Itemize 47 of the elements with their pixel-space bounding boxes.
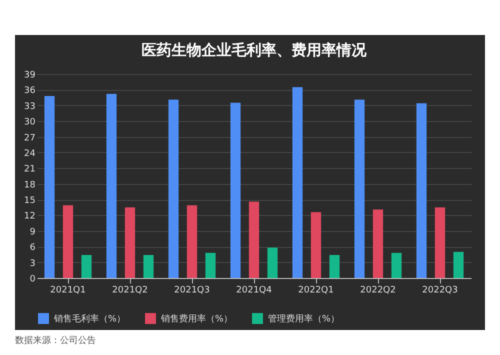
x-tick-label: 2022Q3 — [422, 286, 458, 296]
y-tick-label: 21 — [24, 164, 36, 175]
bar — [267, 248, 278, 278]
bar — [81, 254, 92, 278]
y-tick-label: 3 — [30, 258, 36, 269]
bar — [168, 100, 179, 278]
legend-label: 销售毛利率（%） — [53, 314, 126, 325]
y-tick-label: 27 — [24, 133, 36, 144]
x-tick-label: 2022Q2 — [360, 286, 396, 296]
y-tick-label: 15 — [24, 196, 36, 206]
x-tick-label: 2021Q3 — [174, 286, 210, 296]
bar — [391, 252, 402, 278]
bar — [372, 209, 384, 278]
x-tick-label: 2021Q2 — [112, 286, 148, 296]
bar — [124, 207, 136, 278]
bar — [44, 96, 55, 278]
x-tick-label: 2021Q4 — [236, 286, 272, 296]
x-tick-label: 2021Q1 — [50, 286, 86, 296]
y-tick-label: 39 — [24, 70, 36, 80]
source-note: 数据来源：公司公告 — [15, 334, 96, 347]
x-tick-label: 2022Q1 — [298, 286, 334, 296]
y-tick-label: 36 — [24, 86, 36, 96]
y-tick-label: 12 — [24, 212, 36, 222]
y-tick-label: 18 — [24, 180, 36, 190]
bar — [453, 252, 464, 278]
chart-title: 医药生物企业毛利率、费用率情况 — [142, 41, 368, 59]
bar — [310, 212, 322, 278]
bar — [62, 205, 74, 278]
legend-label: 管理费用率（%） — [268, 314, 340, 325]
y-tick-label: 30 — [24, 118, 36, 128]
bar — [292, 87, 303, 278]
y-tick-label: 24 — [24, 148, 36, 159]
y-tick-label: 33 — [24, 102, 36, 112]
legend-label: 销售费用率（%） — [160, 314, 233, 325]
bar — [106, 94, 117, 278]
bar — [416, 103, 427, 278]
bar — [230, 102, 241, 278]
y-tick-label: 6 — [30, 243, 36, 254]
bar — [143, 254, 154, 278]
bar — [186, 205, 198, 278]
bar — [205, 252, 216, 278]
y-tick-label: 0 — [30, 274, 36, 284]
bar — [354, 100, 365, 278]
bar — [248, 202, 260, 278]
bar — [329, 254, 340, 278]
y-tick-label: 9 — [30, 227, 36, 238]
bar — [434, 207, 446, 278]
